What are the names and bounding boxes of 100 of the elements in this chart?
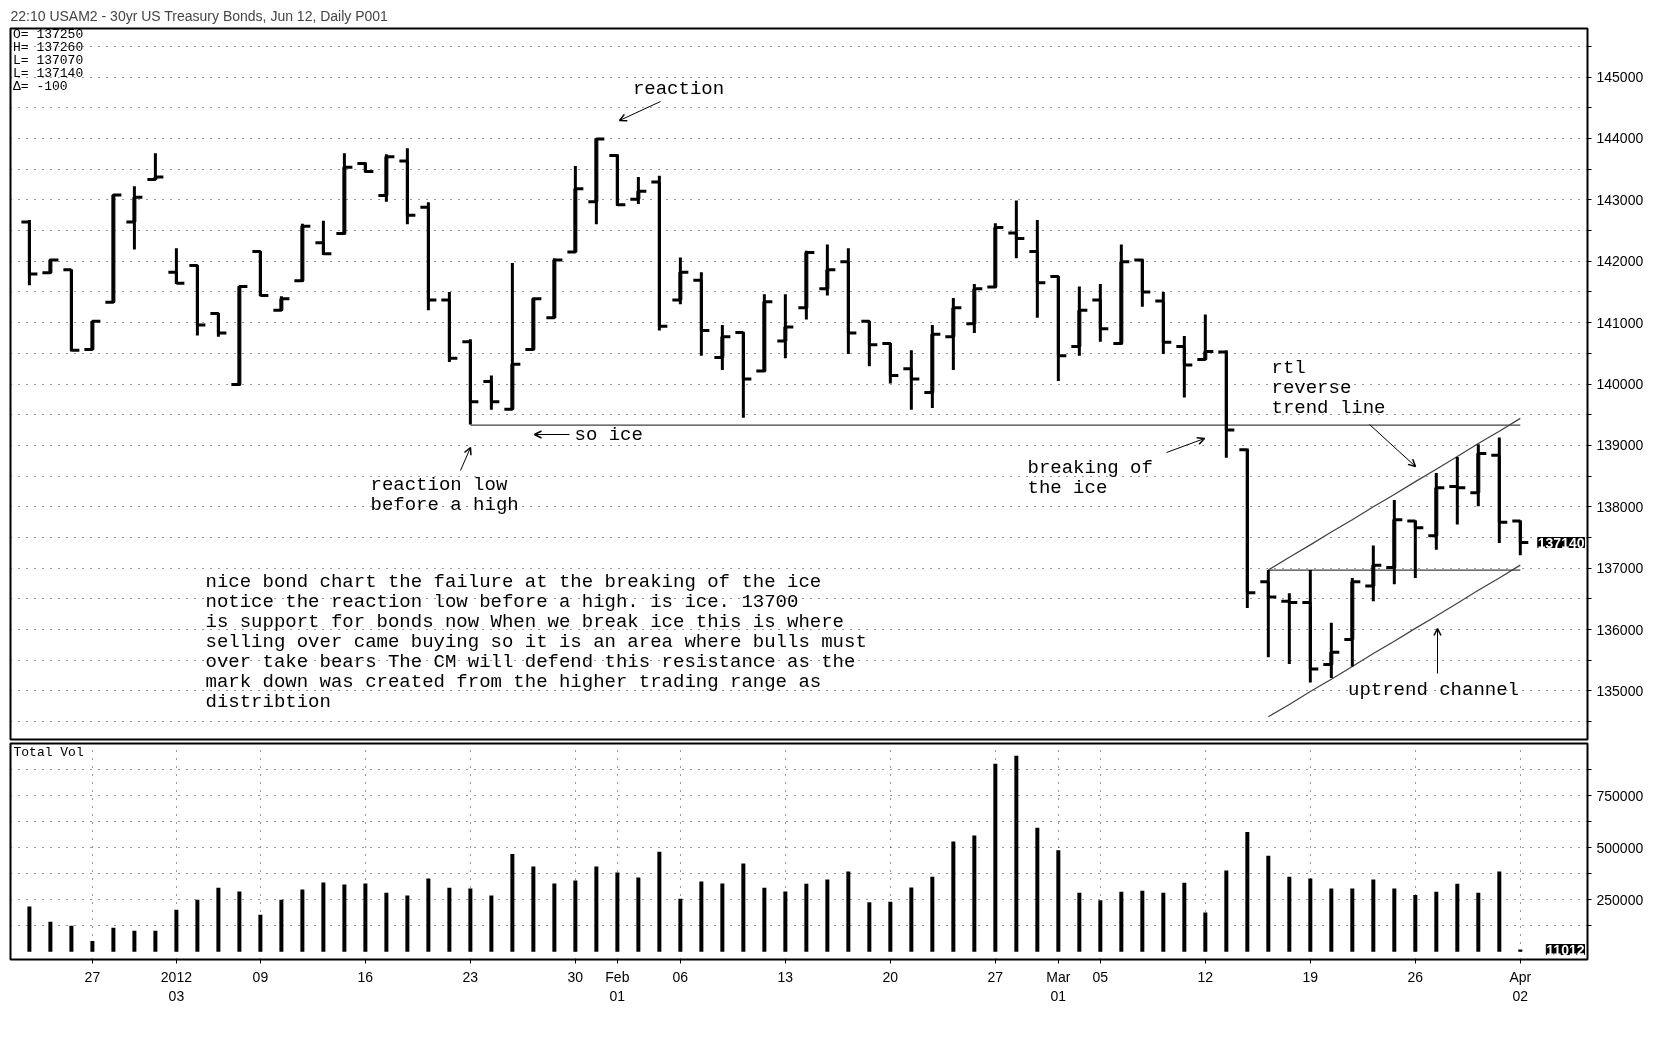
annotation: nice bond chart the failure at the breaking of the ice notice the reaction low before a high. is ice. 13700 is support for bonds now When we break ice this is where selling over came buying so it is an area where bulls must over take bears The CM will defend this resistance as the mark down was created from the higher trading range as distribtion <box>205 570 867 713</box>
candlestick <box>1174 334 1194 400</box>
candlestick <box>796 249 816 322</box>
candlestick <box>712 323 732 372</box>
chart-title: Total Vol <box>13 745 84 760</box>
bar <box>1497 871 1502 952</box>
x-tick-label: Feb 01 <box>605 968 630 1004</box>
bar <box>48 921 53 952</box>
bar <box>384 892 389 952</box>
bar <box>762 887 767 952</box>
x-tick-label: 16 <box>357 968 374 985</box>
candlestick <box>1111 243 1131 347</box>
candlestick <box>1279 591 1299 666</box>
bar <box>552 883 557 952</box>
x-tick-label: 09 <box>252 968 269 985</box>
y-tick-label: 145000 <box>1596 69 1644 86</box>
candlestick <box>565 164 585 255</box>
candlestick <box>1426 471 1446 552</box>
candlestick <box>544 256 564 320</box>
bar <box>1329 888 1334 952</box>
candlestick <box>1027 218 1047 320</box>
candlestick <box>229 284 249 388</box>
candlestick <box>1489 435 1509 545</box>
candlestick <box>670 256 690 306</box>
annotation: uptrend channel <box>1347 678 1520 701</box>
x-tick-label: 20 <box>882 968 899 985</box>
candlestick <box>1258 568 1278 659</box>
candlestick <box>754 292 774 374</box>
candlestick <box>418 200 438 312</box>
candlestick <box>691 270 711 358</box>
x-tick-label: 27 <box>987 968 1004 985</box>
candlestick <box>271 294 291 313</box>
bar <box>1266 855 1271 952</box>
x-tick-label: 19 <box>1302 968 1319 985</box>
bar <box>1224 870 1229 952</box>
candlestick <box>502 261 522 412</box>
candlestick <box>1342 576 1362 668</box>
annotation: Δ= -100 <box>13 79 68 94</box>
x-tick-label: 30 <box>567 968 584 985</box>
annotation: so ice <box>574 423 643 446</box>
bar <box>258 914 263 952</box>
candlestick <box>334 151 354 237</box>
candlestick <box>82 319 102 352</box>
candlestick <box>586 136 606 226</box>
y-tick-label: 142000 <box>1596 253 1644 270</box>
y-tick-label: 136000 <box>1596 621 1644 638</box>
candlestick <box>1006 198 1026 260</box>
candlestick <box>1468 442 1488 508</box>
bar <box>132 930 137 952</box>
candlestick <box>1447 455 1467 527</box>
bar <box>531 866 536 952</box>
y-tick-label: 140000 <box>1596 376 1644 392</box>
bar <box>1035 827 1040 952</box>
x-tick-label: Mar 01 <box>1046 968 1071 1004</box>
y-tick-label: 143000 <box>1596 191 1644 208</box>
x-tick-label: 06 <box>672 968 689 985</box>
x-tick-label: 13 <box>777 968 794 985</box>
annotation: reaction <box>632 77 725 100</box>
bar <box>426 878 431 952</box>
bar <box>594 866 599 952</box>
annotation: breaking of the ice <box>1027 456 1153 499</box>
y-tick-label: 138000 <box>1596 498 1644 515</box>
bar <box>489 895 494 952</box>
annotation: L= 137070 <box>13 53 84 68</box>
candlestick <box>901 348 921 412</box>
bar <box>363 883 368 952</box>
candlestick <box>1195 313 1215 361</box>
x-tick-label: Apr 02 <box>1509 968 1532 1004</box>
y-tick-label: 144000 <box>1596 130 1644 147</box>
candlestick <box>397 146 417 226</box>
bar <box>1056 850 1061 952</box>
candlestick <box>292 222 312 284</box>
candlestick <box>775 292 795 360</box>
candlestick <box>124 184 144 252</box>
candlestick <box>628 175 648 206</box>
y-tick-label: 250000 <box>1596 891 1644 908</box>
candlestick <box>817 243 837 298</box>
bar <box>90 940 95 952</box>
candlestick <box>1153 290 1173 356</box>
candlestick <box>460 337 480 427</box>
y-tick-label: 750000 <box>1596 787 1644 804</box>
candlestick <box>439 290 459 364</box>
x-tick-label: 26 <box>1407 968 1424 985</box>
candlestick <box>1363 543 1383 603</box>
text: 11012 <box>1546 941 1585 958</box>
x-tick-label: 05 <box>1092 968 1109 985</box>
chart-title: 22:10 USAM2 - 30yr US Treasury Bonds, Jun 12, Daily P001 <box>10 7 389 24</box>
bar <box>1014 755 1019 952</box>
candlestick <box>1216 348 1236 460</box>
y-tick-label: 135000 <box>1596 682 1644 699</box>
bar <box>27 906 32 952</box>
candlestick <box>1384 498 1404 586</box>
candlestick <box>649 174 669 333</box>
bar <box>930 876 935 952</box>
candlestick <box>376 152 396 204</box>
bar <box>69 925 74 952</box>
candlestick <box>1300 568 1320 684</box>
bar <box>1434 891 1439 952</box>
bar <box>321 882 326 952</box>
x-tick-label: 12 <box>1197 968 1214 985</box>
